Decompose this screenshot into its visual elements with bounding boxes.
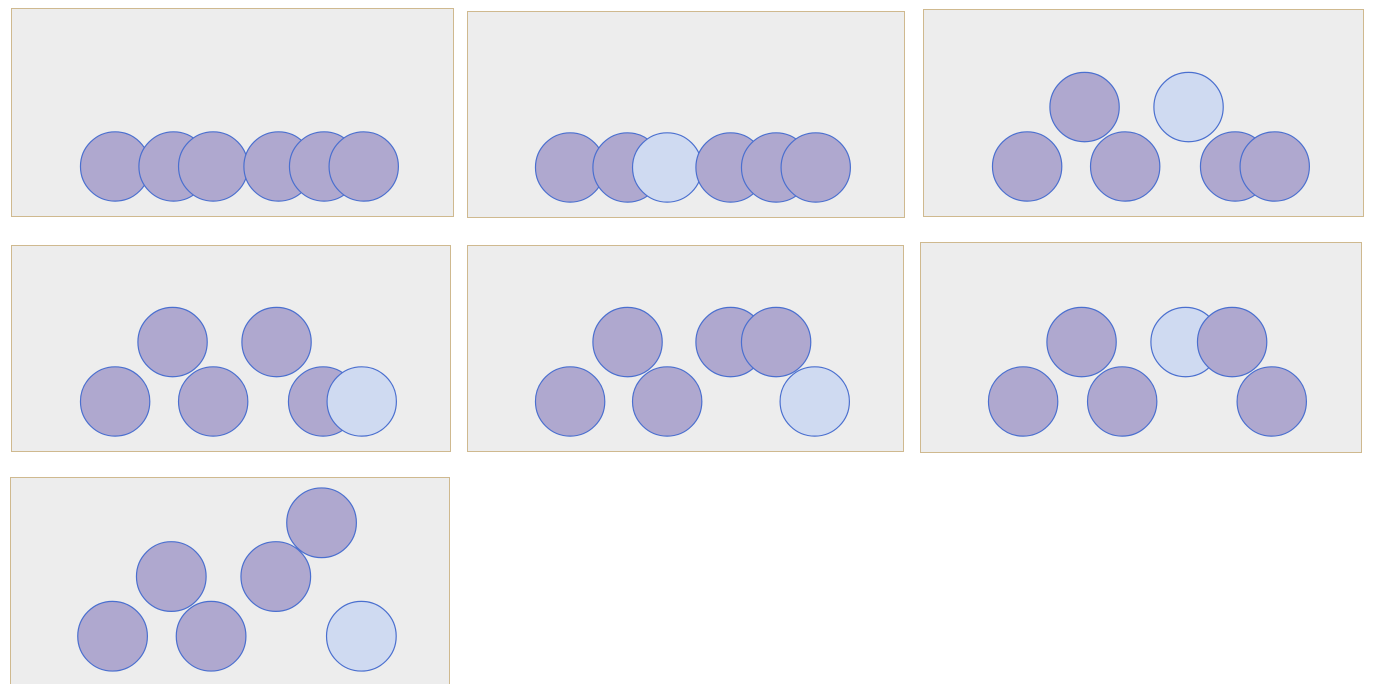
panel-7-circle-1-dark xyxy=(77,600,148,672)
panel-6-circle-5-dark xyxy=(1196,306,1268,378)
panel-5-circle-2-dark xyxy=(592,306,663,378)
panel-6-circle-6-dark xyxy=(1236,366,1308,437)
panel-7-circle-4-dark xyxy=(240,541,312,612)
panel-7-circle-3-dark xyxy=(175,600,247,672)
panel-1-circles xyxy=(79,131,399,202)
panel-5-circle-6-light xyxy=(779,366,850,437)
panel-6-circle-1-dark xyxy=(987,366,1059,437)
panel-2-circle-6-dark xyxy=(780,132,851,203)
panel-2-circles xyxy=(534,132,851,203)
panel-4-circle-6-light xyxy=(326,366,397,437)
panel-1 xyxy=(11,8,454,217)
panel-7-circles xyxy=(77,487,397,672)
panel-1-circle-3-dark xyxy=(177,131,249,202)
panel-3-circle-6-dark xyxy=(1239,131,1310,202)
panel-4-circle-2-dark xyxy=(137,306,208,378)
panel-6-circles xyxy=(987,306,1308,437)
panel-6 xyxy=(920,242,1362,453)
panel-5-circle-5-dark xyxy=(740,306,812,378)
panel-3-circles xyxy=(991,71,1310,202)
panel-7-circle-5-dark xyxy=(286,487,357,559)
panel-5-circle-1-dark xyxy=(534,366,606,437)
panel-3-circle-3-dark xyxy=(1089,131,1161,202)
panel-3 xyxy=(923,9,1364,217)
panel-5-circles xyxy=(534,306,850,437)
panel-7 xyxy=(10,477,450,684)
panel-6-circle-4-dark xyxy=(1086,366,1158,437)
panel-5-circle-3-dark xyxy=(631,366,703,437)
panel-7-circle-6-light xyxy=(325,600,397,672)
panel-3-circle-1-dark xyxy=(991,131,1063,202)
panel-5 xyxy=(467,245,904,452)
panel-3-circle-2-dark xyxy=(1049,71,1120,143)
panel-7-circle-2-dark xyxy=(135,541,207,612)
panel-4-circle-1-dark xyxy=(79,366,151,437)
panel-4-circle-3-dark xyxy=(177,366,249,437)
panel-4-circle-4-dark xyxy=(241,306,312,378)
panel-2-circle-3-light xyxy=(631,132,703,203)
panel-2 xyxy=(467,11,905,218)
panel-1-circle-6-dark xyxy=(328,131,399,202)
panel-4-circles xyxy=(79,306,397,437)
panel-3-circle-4-light xyxy=(1153,71,1224,143)
panel-4 xyxy=(11,245,451,452)
panel-6-circle-2-dark xyxy=(1046,306,1117,378)
